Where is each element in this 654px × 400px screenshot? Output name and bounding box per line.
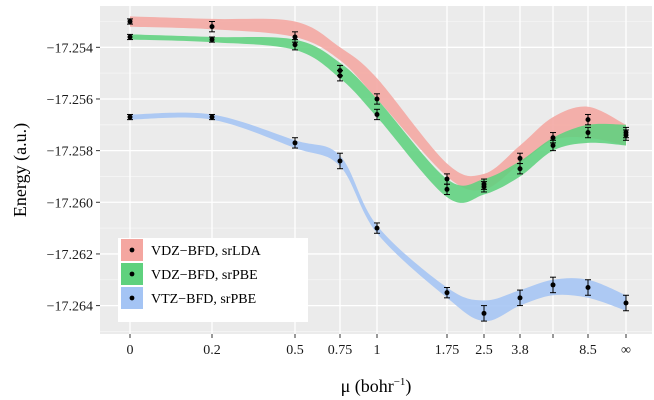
- legend-marker: [129, 271, 135, 277]
- point-series-1: [444, 173, 450, 185]
- x-tick-label: 1: [374, 343, 381, 358]
- point-series-2: [550, 139, 556, 152]
- data-point: [209, 24, 215, 30]
- data-point: [374, 225, 380, 231]
- x-axis: 0 0.2 0.5 0.75 1 1.75 2.5 3.8 8.5 ∞: [127, 334, 631, 358]
- point-series-3: [292, 137, 298, 149]
- point-series-2: [481, 181, 487, 193]
- data-point: [550, 135, 556, 141]
- legend-marker: [129, 247, 135, 253]
- point-series-3: [517, 289, 523, 307]
- legend: VDZ−BFD, srLDA VDZ−BFD, srPBE VTZ−BFD, srP…: [118, 238, 308, 322]
- data-point: [292, 42, 298, 48]
- data-point: [444, 290, 450, 296]
- x-tick-label: 2.5: [475, 343, 493, 358]
- legend-box: [118, 238, 308, 322]
- data-point: [374, 111, 380, 117]
- data-point: [444, 176, 450, 182]
- y-tick-label: −17.258: [47, 145, 93, 160]
- data-point: [444, 186, 450, 192]
- point-series-2: [127, 33, 133, 41]
- data-point: [209, 114, 215, 120]
- x-axis-title: μ (bohr−1): [341, 376, 412, 397]
- point-series-2: [517, 163, 523, 175]
- data-point: [517, 166, 523, 172]
- point-series-2: [623, 129, 629, 141]
- point-series-3: [444, 287, 450, 299]
- point-series-3: [481, 305, 487, 322]
- data-point: [337, 73, 343, 79]
- data-point: [337, 158, 343, 164]
- data-point: [127, 34, 133, 40]
- legend-label: VDZ−BFD, srPBE: [151, 268, 258, 283]
- data-point: [585, 117, 591, 123]
- y-axis-title: Energy (a.u.): [10, 123, 31, 217]
- x-tick-label: 8.5: [579, 343, 597, 358]
- data-point: [517, 155, 523, 161]
- y-tick-label: −17.256: [47, 93, 93, 108]
- point-series-2: [585, 126, 591, 139]
- legend-item-3: VTZ−BFD, srPBE: [121, 287, 256, 309]
- point-series-2: [337, 70, 343, 82]
- data-point: [550, 142, 556, 148]
- y-axis: −17.254 −17.256 −17.258 −17.260 −17.262 −17.2…: [47, 41, 100, 315]
- data-point: [623, 300, 629, 306]
- data-point: [292, 34, 298, 40]
- legend-item-1: VDZ−BFD, srLDA: [121, 239, 262, 261]
- legend-marker: [129, 295, 135, 301]
- data-point: [374, 96, 380, 102]
- y-tick-label: −17.264: [47, 300, 93, 315]
- data-point: [127, 114, 133, 120]
- data-point: [209, 37, 215, 43]
- x-tick-label: 0.2: [203, 343, 221, 358]
- point-series-3: [209, 113, 215, 121]
- legend-item-2: VDZ−BFD, srPBE: [121, 263, 258, 285]
- data-point: [623, 132, 629, 138]
- x-tick-label: ∞: [621, 343, 631, 358]
- x-tick-label: 1.75: [435, 343, 460, 358]
- data-point: [550, 282, 556, 288]
- data-points: [127, 18, 629, 322]
- x-tick-label: 0: [127, 343, 134, 358]
- y-tick-label: −17.260: [47, 196, 93, 211]
- data-point: [585, 130, 591, 136]
- data-point: [481, 184, 487, 190]
- legend-label: VTZ−BFD, srPBE: [151, 292, 256, 307]
- point-series-2: [292, 39, 298, 51]
- data-point: [517, 295, 523, 301]
- y-tick-label: −17.262: [47, 248, 93, 263]
- legend-label: VDZ−BFD, srLDA: [151, 244, 262, 259]
- point-series-2: [444, 183, 450, 196]
- x-tick-label: 3.8: [511, 343, 529, 358]
- point-series-2: [209, 36, 215, 43]
- x-tick-label: 0.75: [328, 343, 353, 358]
- point-series-3: [550, 276, 556, 294]
- data-point: [127, 18, 133, 24]
- point-series-3: [374, 222, 380, 234]
- y-tick-label: −17.254: [47, 41, 93, 56]
- x-tick-label: 0.5: [286, 343, 304, 358]
- point-series-1: [585, 113, 591, 126]
- point-series-3: [127, 113, 133, 121]
- data-point: [292, 140, 298, 146]
- grid: [100, 6, 652, 334]
- point-series-1: [127, 18, 133, 25]
- point-series-3: [585, 279, 591, 296]
- point-series-1: [209, 20, 215, 33]
- point-series-3: [337, 152, 343, 170]
- data-point: [481, 310, 487, 316]
- point-series-3: [623, 294, 629, 312]
- data-point: [585, 285, 591, 291]
- point-series-1: [374, 93, 380, 105]
- point-series-2: [374, 108, 380, 121]
